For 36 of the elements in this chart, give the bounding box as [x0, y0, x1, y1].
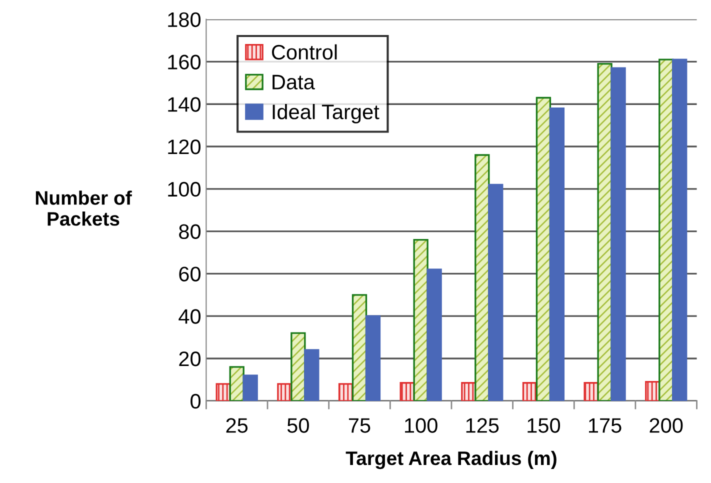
legend-label: Ideal Target [272, 104, 380, 124]
bar [365, 315, 381, 401]
x-tick-label: 150 [528, 418, 560, 433]
bar [474, 154, 490, 401]
y-tick-label: 80 [179, 224, 201, 240]
y-tick-label: 140 [168, 97, 201, 112]
y-tick-label: 60 [179, 266, 201, 282]
bar [549, 108, 565, 401]
x-tick-label: 175 [589, 418, 622, 433]
bar [672, 58, 688, 401]
y-tick-label: 20 [179, 351, 201, 366]
x-tick-label: 200 [650, 418, 683, 433]
bar [352, 294, 368, 401]
y-tick-label: 100 [168, 182, 201, 197]
bar [290, 332, 306, 401]
bar [488, 184, 504, 401]
y-tick-label: 0 [190, 394, 201, 409]
legend-label: Control [272, 44, 337, 60]
y-tick-label: 120 [168, 140, 201, 154]
y-tick-label: 180 [168, 12, 201, 28]
x-tick-label: 100 [405, 418, 438, 433]
bar [229, 366, 244, 401]
bar [304, 349, 320, 401]
y-axis-title: Number of Packets [36, 190, 132, 226]
x-tick-label: 75 [348, 418, 370, 433]
x-tick-label: 50 [287, 418, 309, 433]
bar [413, 238, 428, 401]
x-tick-label: 25 [226, 418, 248, 433]
y-tick-label: 40 [178, 309, 201, 324]
bar [610, 67, 626, 401]
legend-label: Data [272, 74, 315, 90]
x-tick-label: 125 [466, 418, 499, 433]
x-axis-title: Target Area Radius (m) [346, 450, 556, 470]
bar [426, 268, 442, 401]
bar [242, 374, 258, 401]
y-tick-label: 160 [168, 54, 201, 70]
